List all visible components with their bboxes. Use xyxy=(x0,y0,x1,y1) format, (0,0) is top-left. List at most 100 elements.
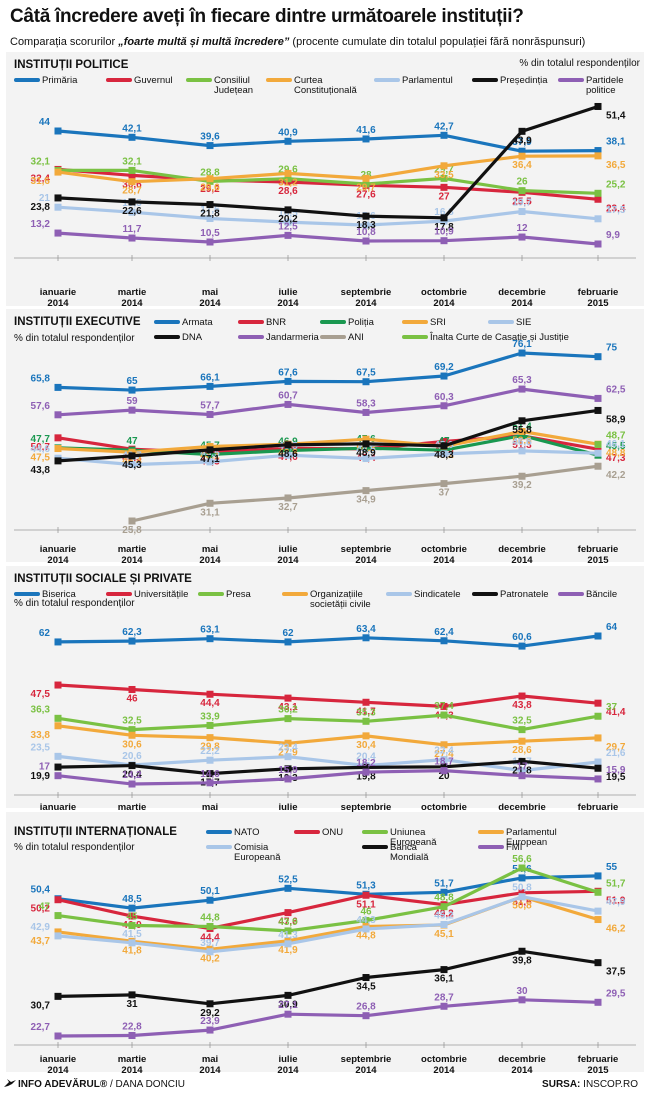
series-line xyxy=(58,168,599,195)
data-point xyxy=(284,175,292,183)
data-point xyxy=(594,872,602,880)
series-presedintia: 23,8 22,6 21,8 20,2 18,3 17,8 43,9 51,4 xyxy=(31,102,626,233)
legend-label: Partidele xyxy=(586,75,624,86)
data-label: 29,8 xyxy=(200,742,220,753)
legend-label: SIE xyxy=(516,317,531,328)
x-tick-label: iulie xyxy=(278,1054,297,1065)
footer-source-label: SURSA: xyxy=(542,1079,581,1090)
data-label: 48,8 xyxy=(606,448,626,459)
series-line xyxy=(57,895,599,954)
x-tick-label-year: 2014 xyxy=(277,1065,299,1076)
data-point xyxy=(362,174,370,182)
data-point xyxy=(440,402,448,410)
data-point xyxy=(54,763,62,771)
data-label: 17 xyxy=(516,762,528,773)
data-label: 67,5 xyxy=(356,368,376,379)
data-point xyxy=(206,214,214,222)
data-label: 52,6 xyxy=(512,436,532,447)
data-point xyxy=(594,445,602,453)
data-point xyxy=(594,699,602,707)
data-point xyxy=(54,992,62,1000)
x-tick-label: septembrie xyxy=(341,802,392,813)
data-label: 46 xyxy=(360,907,372,918)
data-point xyxy=(206,1026,214,1034)
series-ani: 25,8 31,1 32,7 34,9 37 39,2 42,2 xyxy=(122,462,626,536)
data-label: 48,7 xyxy=(606,431,626,442)
data-label: 22,4 xyxy=(434,746,454,757)
data-label: 40,9 xyxy=(278,127,298,138)
series-primaria: 44 42,1 39,6 40,9 41,6 42,7 37,9 38,1 xyxy=(39,117,626,155)
data-point xyxy=(128,912,136,920)
legend-label: Armata xyxy=(182,317,213,328)
x-tick-label: septembrie xyxy=(341,1054,392,1065)
data-label: 57,7 xyxy=(200,401,220,412)
data-label: 26,8 xyxy=(356,1002,376,1013)
x-tick-label-year: 2015 xyxy=(587,298,609,309)
data-label: 37,5 xyxy=(606,967,626,978)
data-label: 9,9 xyxy=(606,230,620,241)
data-label: 41,4 xyxy=(606,707,626,718)
data-label: 43,8 xyxy=(31,465,51,476)
data-point xyxy=(440,446,448,454)
panel-title: INSTITUȚII INTERNAȚIONALE xyxy=(14,826,177,838)
x-tick-label: ianuarie xyxy=(40,287,76,298)
data-label: 23,4 xyxy=(278,743,298,754)
data-point xyxy=(518,472,526,480)
data-label: 64 xyxy=(606,622,618,633)
x-tick-label: martie xyxy=(118,802,147,813)
series-line xyxy=(57,154,599,184)
x-tick-label: septembrie xyxy=(341,544,392,555)
x-tick-label: martie xyxy=(118,1054,147,1065)
data-label: 67,6 xyxy=(278,367,298,378)
data-label: 50,1 xyxy=(200,886,220,897)
data-point xyxy=(206,756,214,764)
data-point xyxy=(594,353,602,361)
legend-label: Parlamentul xyxy=(402,75,453,86)
data-point xyxy=(206,770,214,778)
data-point xyxy=(594,449,602,457)
data-point xyxy=(128,171,136,179)
data-label: 33,9 xyxy=(200,712,220,723)
series-line xyxy=(57,104,599,220)
x-tick-label: octombrie xyxy=(421,287,467,298)
data-label: 22,2 xyxy=(200,746,220,757)
data-point xyxy=(518,726,526,734)
data-label: 44,3 xyxy=(356,915,376,926)
x-tick-label-year: 2014 xyxy=(121,555,143,566)
data-label: 48,9 xyxy=(356,448,376,459)
data-point xyxy=(440,741,448,749)
data-point xyxy=(518,889,526,897)
data-point xyxy=(284,218,292,226)
legend-label: Poliția xyxy=(348,317,375,328)
legend-item-sie: SIE xyxy=(488,317,531,328)
data-point xyxy=(594,152,602,160)
data-point xyxy=(128,448,136,456)
x-tick-label-year: 2014 xyxy=(277,298,299,309)
data-label: 39,8 xyxy=(512,955,532,966)
data-point xyxy=(362,180,370,188)
data-point xyxy=(284,775,292,783)
data-point xyxy=(440,920,448,928)
data-label: 32,1 xyxy=(122,156,142,167)
data-point xyxy=(206,458,214,466)
data-label: 48,5 xyxy=(122,894,142,905)
data-label: 17,8 xyxy=(434,222,454,233)
data-label: 48,8 xyxy=(434,893,454,904)
x-tick-label: mai xyxy=(202,544,218,555)
data-label: 36,3 xyxy=(31,704,51,715)
x-tick-label-year: 2014 xyxy=(199,1065,221,1076)
data-label: 21,6 xyxy=(606,748,626,759)
legend-item-bancile: Băncile xyxy=(558,589,617,600)
series-line xyxy=(57,713,599,732)
x-tick-label-year: 2015 xyxy=(587,555,609,566)
series-line xyxy=(57,129,599,153)
panel-ylabel: % din totalul respondenților xyxy=(14,598,135,609)
x-tick-label: martie xyxy=(118,287,147,298)
series-line xyxy=(57,998,599,1038)
data-point xyxy=(284,753,292,761)
data-point xyxy=(128,166,136,174)
data-label: 52,5 xyxy=(278,874,298,885)
